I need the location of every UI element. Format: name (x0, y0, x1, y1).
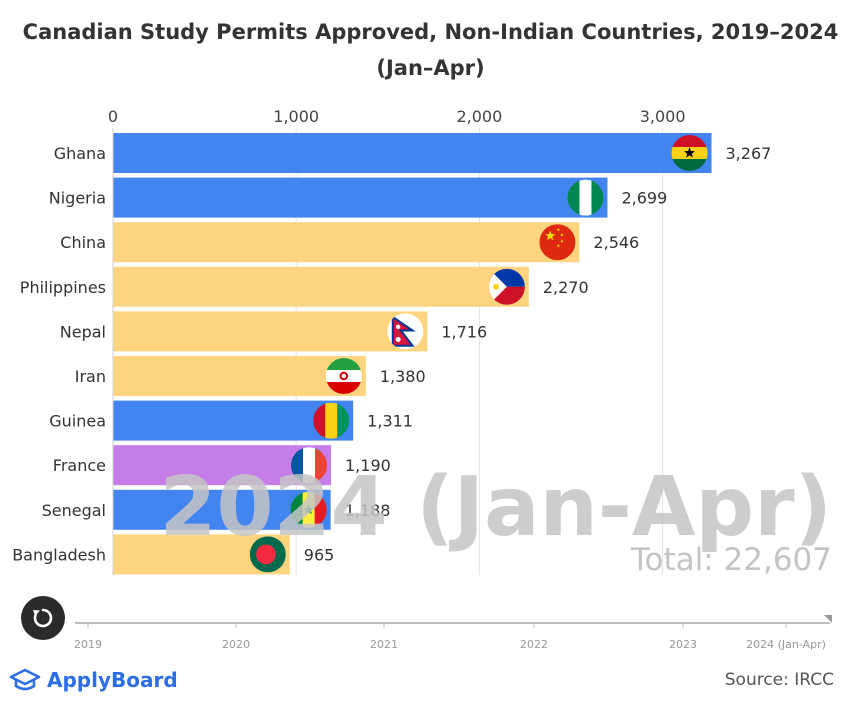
timeline-label: 2023 (669, 638, 697, 651)
watermark-year: 2024 (Jan-Apr) (159, 460, 832, 555)
category-label: Iran (75, 367, 106, 386)
bar-ghana (113, 133, 712, 173)
bar-nepal (113, 311, 428, 352)
ghana-flag-icon (671, 135, 708, 171)
china-flag-icon (539, 224, 576, 261)
value-label: 2,546 (593, 233, 639, 252)
chart-title-line2: (Jan–Apr) (376, 56, 485, 80)
bar-guinea (113, 400, 354, 441)
replay-button[interactable] (21, 596, 65, 640)
timeline-label: 2020 (222, 638, 250, 651)
senegal-flag-icon (290, 491, 327, 528)
bar-nigeria (113, 177, 608, 218)
category-label: Philippines (20, 278, 106, 297)
value-label: 2,699 (621, 189, 667, 208)
x-tick-label: 1,000 (273, 107, 319, 126)
category-label: Senegal (42, 501, 106, 520)
timeline-label: 2021 (370, 638, 398, 651)
timeline-handle (824, 615, 832, 623)
value-label: 3,267 (726, 144, 772, 163)
applyboard-logo-text: ApplyBoard (47, 668, 178, 692)
chart-title-line1: Canadian Study Permits Approved, Non-Ind… (22, 20, 839, 44)
x-tick-label: 3,000 (640, 107, 686, 126)
philippines-flag-icon (488, 268, 525, 305)
value-label: 2,270 (543, 278, 589, 297)
bangladesh-flag-icon (249, 536, 286, 573)
value-label: 1,311 (367, 412, 413, 431)
guinea-flag-icon (313, 402, 350, 439)
nepal-flag-icon (387, 313, 424, 350)
category-label: Nepal (60, 322, 106, 341)
category-label: China (60, 233, 106, 252)
category-label: Bangladesh (12, 545, 106, 564)
applyboard-logo-icon (9, 668, 41, 691)
bar-philippines (113, 266, 529, 307)
chart-title: Canadian Study Permits Approved, Non-Ind… (0, 14, 861, 86)
replay-icon (33, 608, 53, 628)
value-label: 1,188 (345, 501, 391, 520)
x-tick-label: 0 (108, 107, 118, 126)
bar-iran (113, 356, 366, 396)
applyboard-logo: ApplyBoard (9, 667, 178, 693)
value-label: 1,380 (380, 367, 426, 386)
nigeria-flag-icon (567, 179, 604, 216)
france-flag-icon (291, 447, 328, 484)
timeline-label: 2019 (74, 638, 102, 651)
value-label: 1,190 (345, 456, 391, 475)
watermark-total: Total: 22,607 (630, 542, 832, 578)
bar-china (113, 222, 580, 263)
x-tick-label: 2,000 (456, 107, 502, 126)
category-label: France (53, 456, 106, 475)
value-label: 965 (304, 545, 335, 564)
iran-flag-icon (325, 358, 362, 394)
timeline-label: 2022 (520, 638, 548, 651)
category-label: Nigeria (49, 189, 106, 208)
source-note: Source: IRCC (724, 670, 834, 690)
category-label: Guinea (49, 412, 106, 431)
category-label: Ghana (54, 144, 106, 163)
timeline-label: 2024 (Jan-Apr) (746, 638, 826, 651)
value-label: 1,716 (441, 322, 487, 341)
